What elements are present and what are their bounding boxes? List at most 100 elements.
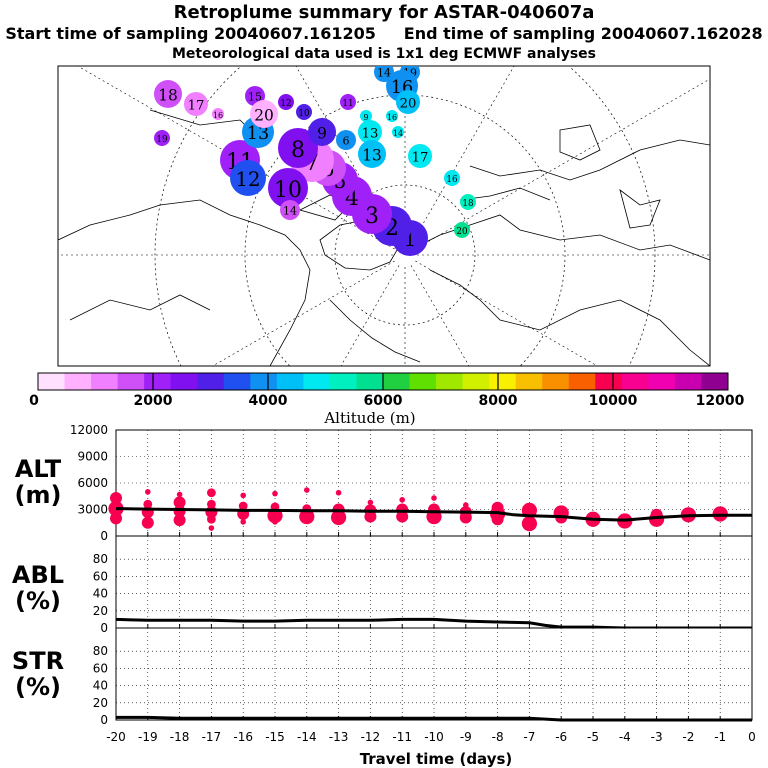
plume-cluster xyxy=(278,94,294,110)
alt-label-line2: (m) xyxy=(14,481,62,509)
plume-cluster xyxy=(184,92,208,116)
alt-data-point xyxy=(145,489,151,495)
alt-data-point xyxy=(459,511,472,524)
colorbar-segment xyxy=(144,373,172,390)
x-tick-label: 0 xyxy=(748,730,756,744)
alt-data-point xyxy=(272,519,278,525)
map-graticule xyxy=(58,66,710,366)
alt-data-point xyxy=(272,490,278,497)
x-tick-label: -16 xyxy=(233,730,253,744)
plume-cluster-label: 17 xyxy=(412,150,429,165)
x-tick-label: -19 xyxy=(138,730,158,744)
alt-panel-label: ALT (m) xyxy=(6,456,70,508)
y-tick-label: 40 xyxy=(93,587,108,601)
plume-cluster-label: 13 xyxy=(362,126,379,141)
y-tick-label: 20 xyxy=(93,696,108,710)
plume-cluster xyxy=(408,144,432,168)
plume-cluster xyxy=(230,160,266,196)
colorbar-label: Altitude (m) xyxy=(323,409,415,427)
plume-cluster-label: 20 xyxy=(400,96,417,111)
x-tick-label: -7 xyxy=(523,730,535,744)
x-tick-label: -12 xyxy=(361,730,381,744)
polar-map: 1234567891011121314151617181920121011141… xyxy=(57,65,711,367)
panel-frame xyxy=(115,535,753,629)
coastline xyxy=(559,124,601,161)
latitude-circle xyxy=(154,66,656,366)
colorbar-segment xyxy=(250,373,278,390)
alt-data-point xyxy=(335,489,342,496)
plume-cluster-label: 15 xyxy=(248,91,262,104)
coastline xyxy=(619,188,661,229)
colorbar-tick-label: 4000 xyxy=(249,393,288,409)
y-tick-label: 12000 xyxy=(70,423,108,437)
plume-cluster-label: 3 xyxy=(365,204,379,229)
plume-cluster xyxy=(444,170,460,186)
x-tick-label: -15 xyxy=(265,730,285,744)
plume-cluster xyxy=(386,110,398,122)
plume-cluster-label: 20 xyxy=(254,106,274,124)
x-tick-label: -11 xyxy=(392,730,412,744)
colorbar-segment xyxy=(383,373,411,390)
x-tick-label: -2 xyxy=(682,730,694,744)
colorbar-segment xyxy=(648,373,676,390)
y-tick-label: 9000 xyxy=(77,450,108,464)
x-tick-label: -5 xyxy=(587,730,599,744)
colorbar-segment xyxy=(303,373,331,390)
str-label-line2: (%) xyxy=(15,673,61,701)
x-tick-label: -1 xyxy=(714,730,726,744)
colorbar-tick-label: 10000 xyxy=(589,393,638,409)
alt-data-point xyxy=(208,525,215,531)
plume-cluster-label: 16 xyxy=(446,175,458,185)
colorbar-segment xyxy=(409,373,437,390)
plume-cluster-label: 14 xyxy=(283,205,297,218)
alt-data-point xyxy=(173,496,186,509)
colorbar-tick-label: 6000 xyxy=(364,393,403,409)
x-tick-label: -3 xyxy=(651,730,663,744)
plume-cluster xyxy=(460,194,476,210)
alt-data-point xyxy=(331,509,347,526)
map-coastlines xyxy=(58,109,710,366)
plume-cluster xyxy=(278,128,318,168)
plume-cluster-label: 20 xyxy=(456,227,468,237)
coastline xyxy=(58,199,311,366)
y-tick-label: 3000 xyxy=(77,503,108,517)
colorbar-segment xyxy=(356,373,384,390)
alt-data-point xyxy=(176,491,183,498)
alt-mean-line xyxy=(115,507,752,522)
plume-cluster-label: 10 xyxy=(274,178,302,203)
plume-cluster-label: 13 xyxy=(362,146,382,164)
plume-cluster xyxy=(268,168,308,208)
str-line xyxy=(116,715,752,722)
met-data-line: Meteorological data used is 1x1 deg ECMW… xyxy=(172,46,596,62)
plume-cluster xyxy=(396,90,420,114)
y-tick-label: 6000 xyxy=(77,476,108,490)
alt-data-point xyxy=(304,487,310,493)
plume-cluster-label: 14 xyxy=(377,67,391,80)
coastline xyxy=(329,299,421,363)
plume-cluster-label: 19 xyxy=(156,135,167,145)
x-tick-label: -20 xyxy=(106,730,126,744)
alt-data-point xyxy=(143,499,153,509)
plume-cluster xyxy=(340,94,356,110)
plume-cluster xyxy=(360,110,372,122)
colorbar-segment xyxy=(197,373,225,390)
plume-cluster-label: 18 xyxy=(462,199,473,209)
alt-data-point xyxy=(649,511,665,527)
colorbar-segment xyxy=(621,373,649,390)
colorbar-segment xyxy=(170,373,198,390)
x-tick-label: -9 xyxy=(460,730,472,744)
colorbar-segment xyxy=(276,373,304,390)
plume-cluster xyxy=(154,130,170,146)
plume-cluster-label: 12 xyxy=(280,99,291,109)
colorbar-segment xyxy=(329,373,357,390)
coastline xyxy=(319,219,401,271)
x-tick-label: -4 xyxy=(619,730,631,744)
y-tick-label: 60 xyxy=(93,661,108,675)
alt-label-line1: ALT xyxy=(14,455,62,483)
colorbar-tick-label: 0 xyxy=(29,393,39,409)
colorbar-segment xyxy=(38,373,66,390)
y-tick-label: 0 xyxy=(100,713,108,727)
alt-data-point xyxy=(207,488,216,498)
